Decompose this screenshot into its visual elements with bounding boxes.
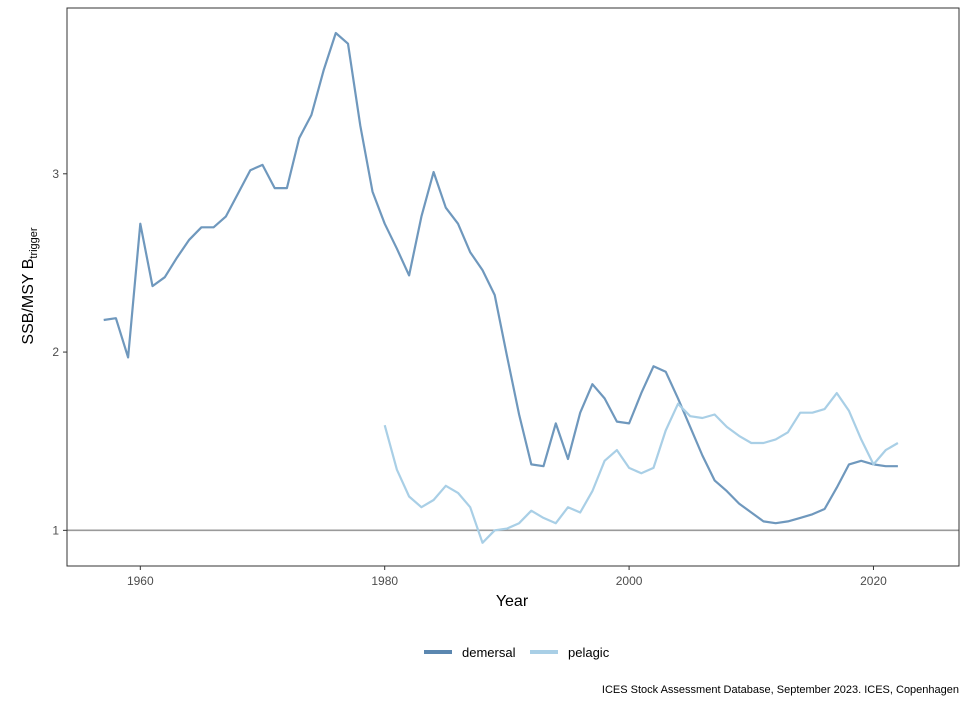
legend-label-demersal: demersal [462,645,516,660]
series-line-pelagic [383,392,899,544]
series-layer [103,31,899,544]
y-axis-title: SSB/MSY Btrigger [20,227,40,344]
x-tick-label: 1980 [371,574,398,588]
y-axis-title-subscript: trigger [28,227,40,259]
x-tick-label: 2020 [860,574,887,588]
source-caption: ICES Stock Assessment Database, Septembe… [602,684,959,696]
series-line-demersal [103,31,898,525]
x-tick-label: 1960 [127,574,154,588]
x-axis-title: Year [496,593,529,610]
legend: demersal pelagic [424,645,610,660]
y-tick-label: 2 [52,345,59,359]
y-axis-title-main: SSB/MSY B [20,259,37,345]
y-tick-label: 1 [52,523,59,537]
y-tick-label: 3 [52,167,59,181]
x-tick-label: 2000 [616,574,643,588]
legend-label-pelagic: pelagic [568,645,610,660]
axis-layer: 1960 1980 2000 2020 1 2 3 [52,167,887,588]
plot-frame [66,7,960,567]
